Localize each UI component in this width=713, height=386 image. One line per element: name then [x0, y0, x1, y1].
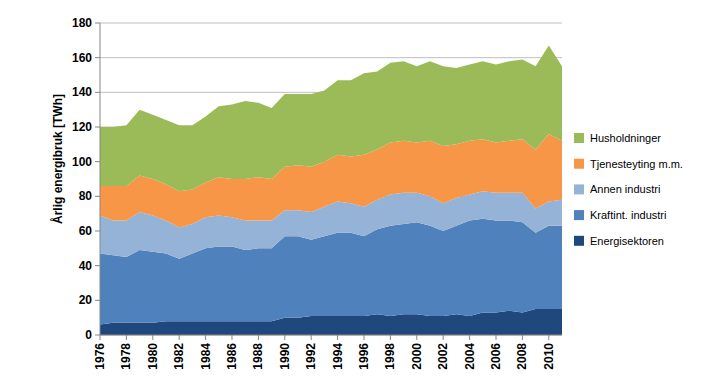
legend-label: Annen industri: [590, 183, 660, 195]
y-tick: [95, 92, 100, 93]
x-tick-label: 1980: [146, 343, 160, 370]
x-tick: [100, 335, 101, 340]
x-tick-label: 2002: [436, 343, 450, 370]
x-tick: [416, 335, 417, 340]
x-tick: [126, 335, 127, 340]
y-tick-label: 40: [79, 259, 93, 273]
y-tick: [95, 300, 100, 301]
y-tick: [95, 265, 100, 266]
legend-swatch: [574, 236, 584, 246]
x-tick-label: 1992: [304, 343, 318, 370]
x-tick-label: 1998: [383, 343, 397, 370]
x-tick-label: 2008: [515, 343, 529, 370]
y-tick-label: 80: [79, 189, 93, 203]
y-tick-label: 140: [72, 85, 92, 99]
chart: 0 20 40 60 80 100 120 140 160 180 1976 1978 1980 1982…: [0, 0, 713, 386]
x-tick-label: 1984: [199, 343, 213, 370]
x-axis: [100, 335, 562, 336]
x-tick: [284, 335, 285, 340]
x-tick-label: 1994: [331, 343, 345, 370]
legend-swatch: [574, 210, 584, 220]
y-tick: [95, 231, 100, 232]
x-tick-label: 1978: [119, 343, 133, 370]
x-tick-label: 1990: [278, 343, 292, 370]
x-tick-label: 2006: [489, 343, 503, 370]
grid-line: [100, 57, 562, 58]
x-tick-label: 1976: [93, 343, 107, 370]
y-axis: [100, 23, 101, 335]
x-tick-label: 2000: [410, 343, 424, 370]
grid-line: [100, 335, 562, 336]
x-tick: [152, 335, 153, 340]
x-tick: [522, 335, 523, 340]
plot-area: [100, 46, 562, 335]
legend-label: Tjenesteyting m.m.: [590, 158, 683, 170]
x-tick: [311, 335, 312, 340]
legend-swatch: [574, 184, 584, 194]
y-tick: [95, 335, 100, 336]
y-tick: [95, 161, 100, 162]
x-tick: [390, 335, 391, 340]
x-tick-label: 1996: [357, 343, 371, 370]
legend-label: Energisektoren: [590, 235, 664, 247]
x-tick: [179, 335, 180, 340]
y-axis-title: Årlig energibruk [TWh]: [50, 94, 65, 224]
legend-label: Kraftint. industri: [590, 209, 666, 221]
x-tick: [469, 335, 470, 340]
x-tick: [496, 335, 497, 340]
x-tick-label: 2010: [542, 343, 556, 370]
y-tick-label: 0: [85, 328, 92, 342]
y-tick: [95, 57, 100, 58]
y-tick: [95, 127, 100, 128]
x-tick-label: 1988: [251, 343, 265, 370]
y-tick-label: 180: [72, 16, 92, 30]
area: [100, 46, 562, 192]
legend-swatch: [574, 159, 584, 169]
x-tick: [205, 335, 206, 340]
x-tick-label: 1986: [225, 343, 239, 370]
y-tick-label: 60: [79, 224, 93, 238]
legend-label: Husholdninger: [590, 132, 661, 144]
y-tick-label: 100: [72, 155, 92, 169]
x-tick: [232, 335, 233, 340]
x-tick: [443, 335, 444, 340]
y-tick-label: 20: [79, 293, 93, 307]
x-tick: [258, 335, 259, 340]
legend-swatch: [574, 133, 584, 143]
x-tick: [364, 335, 365, 340]
y-tick: [95, 196, 100, 197]
x-tick-label: 1982: [172, 343, 186, 370]
x-tick-label: 2004: [463, 343, 477, 370]
x-tick: [548, 335, 549, 340]
y-tick-label: 120: [72, 120, 92, 134]
grid-line: [100, 23, 562, 24]
y-tick: [95, 23, 100, 24]
y-tick-label: 160: [72, 51, 92, 65]
x-tick: [337, 335, 338, 340]
